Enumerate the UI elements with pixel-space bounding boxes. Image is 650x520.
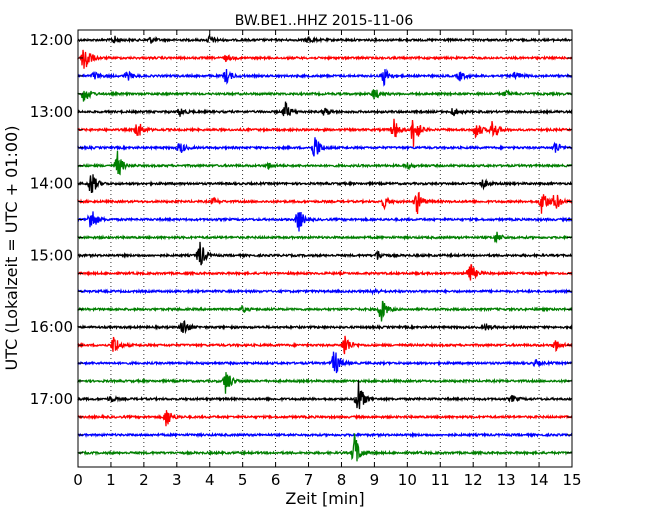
- trace-1600: [77, 319, 573, 335]
- trace-1630: [77, 351, 573, 374]
- y-tick-label-1500: 15:00: [30, 246, 73, 264]
- x-tick-label-7: 7: [304, 471, 314, 489]
- x-axis-ticks: 0 1 2 3 4 5 6 7 8 9 10 11 12 13 14 15: [73, 30, 582, 489]
- trace-1330: [77, 137, 573, 157]
- trace-1615: [77, 335, 573, 355]
- trace-1345: [77, 150, 573, 176]
- y-tick-label-1600: 16:00: [30, 318, 73, 336]
- x-tick-label-2: 2: [139, 471, 149, 489]
- y-tick-label-1400: 14:00: [30, 175, 73, 193]
- trace-1730: [77, 431, 573, 439]
- trace-1215: [77, 49, 573, 69]
- trace-1530: [77, 287, 573, 296]
- chart-title: BW.BE1..HHZ 2015-11-06: [235, 13, 414, 29]
- x-tick-label-3: 3: [172, 471, 182, 489]
- x-tick-label-15: 15: [562, 471, 581, 489]
- trace-1700: [77, 380, 573, 410]
- trace-1430: [77, 211, 573, 232]
- trace-1300: [77, 101, 573, 117]
- x-tick-label-13: 13: [497, 471, 516, 489]
- plot-frame: [77, 29, 573, 468]
- x-axis-label: Zeit [min]: [285, 489, 364, 508]
- trace-1200: [77, 33, 573, 44]
- x-tick-label-11: 11: [431, 471, 450, 489]
- x-tick-label-8: 8: [337, 471, 347, 489]
- y-tick-label-1200: 12:00: [30, 31, 73, 49]
- trace-1400: [77, 174, 573, 193]
- x-tick-label-14: 14: [530, 471, 549, 489]
- trace-1245: [77, 89, 573, 102]
- trace-1545: [77, 300, 573, 322]
- trace-1515: [77, 264, 573, 281]
- trace-1445: [77, 231, 573, 244]
- trace-1715: [77, 410, 573, 427]
- x-tick-label-4: 4: [205, 471, 215, 489]
- vertical-gridlines: [110, 30, 540, 467]
- x-tick-label-6: 6: [271, 471, 281, 489]
- y-axis-label: UTC (Lokalzeit = UTC + 01:00): [2, 126, 21, 371]
- y-tick-label-1700: 17:00: [30, 390, 73, 408]
- trace-1230: [77, 68, 573, 87]
- y-tick-label-1300: 13:00: [30, 103, 73, 121]
- x-tick-label-5: 5: [238, 471, 248, 489]
- trace-1645: [77, 372, 573, 394]
- x-tick-label-10: 10: [398, 471, 417, 489]
- x-tick-label-9: 9: [370, 471, 380, 489]
- trace-1500: [77, 241, 573, 266]
- trace-lines: [77, 33, 573, 462]
- trace-1315: [77, 118, 573, 147]
- trace-1745: [77, 433, 573, 462]
- x-tick-label-1: 1: [106, 471, 116, 489]
- trace-1415: [77, 191, 573, 215]
- y-axis-ticks: 12:00 13:00 14:00 15:00 16:00 17:00: [30, 31, 572, 454]
- x-tick-label-0: 0: [73, 471, 83, 489]
- x-tick-label-12: 12: [464, 471, 483, 489]
